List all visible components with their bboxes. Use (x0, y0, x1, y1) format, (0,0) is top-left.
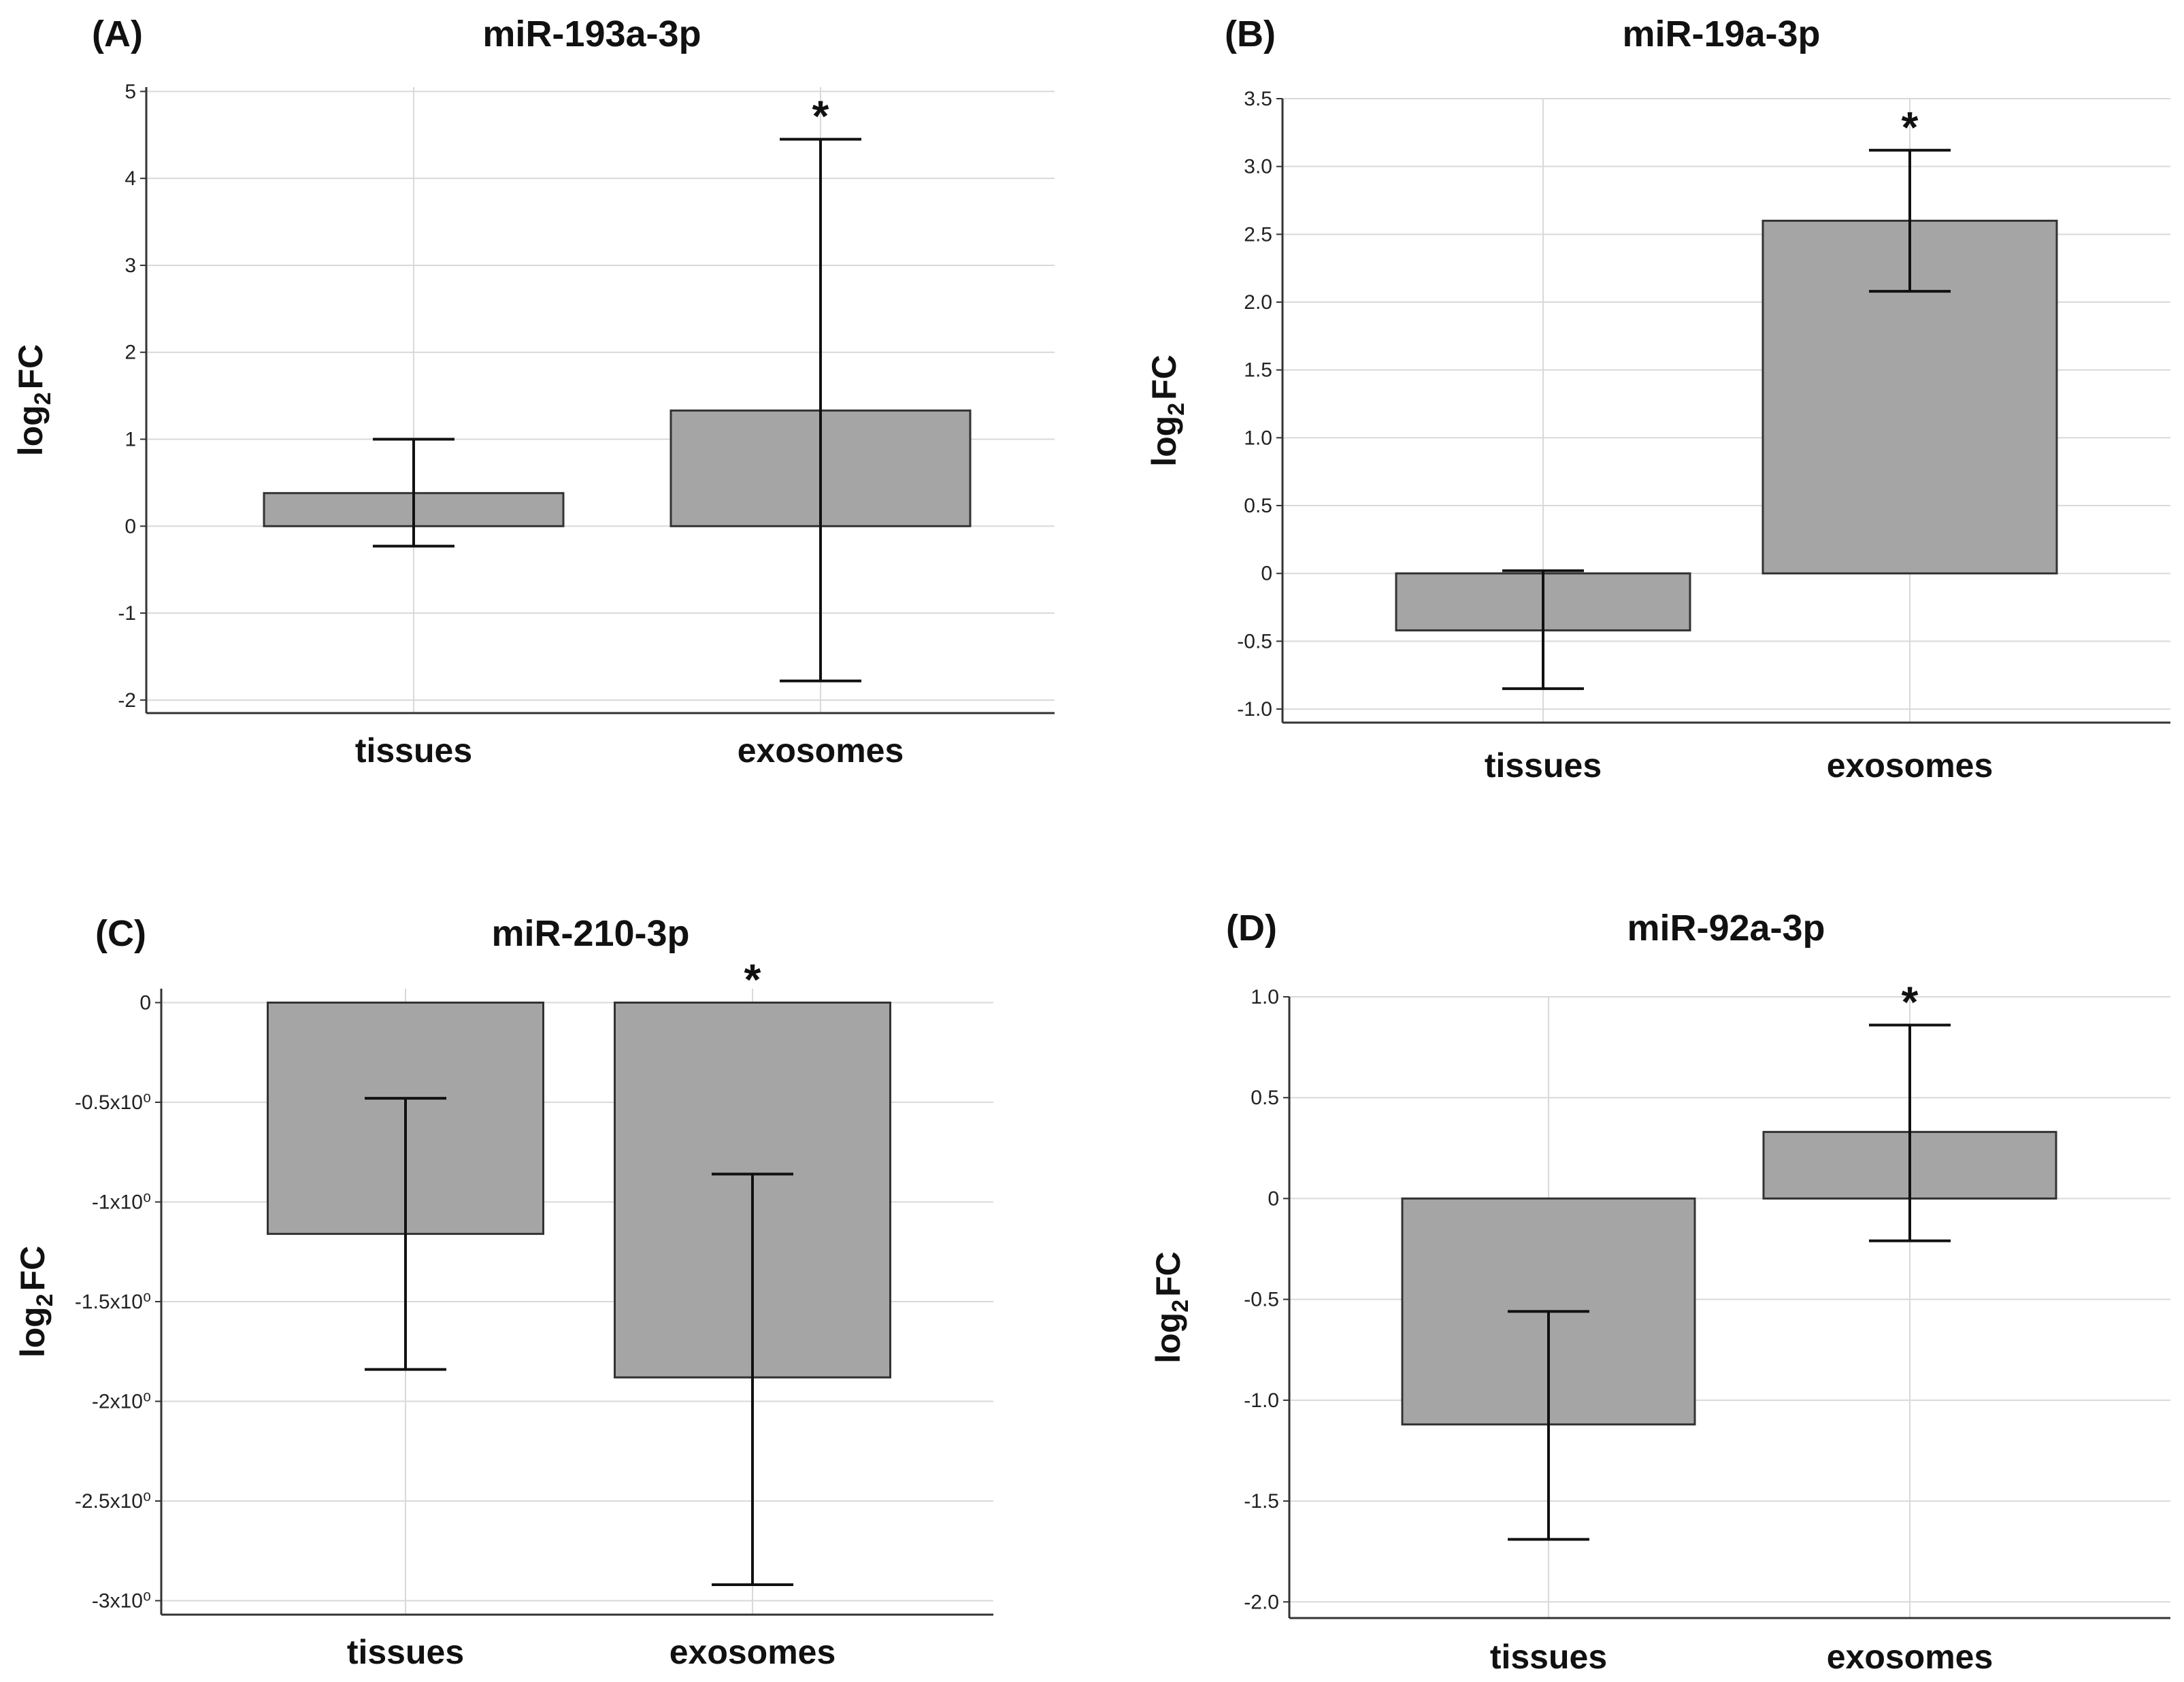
y-axis-label: log2FC (12, 344, 56, 457)
panel-label: (A) (92, 14, 143, 54)
y-tick-label: -2x10⁰ (92, 1390, 151, 1413)
y-tick-label: 4 (125, 167, 136, 190)
y-tick-label: 0 (1268, 1187, 1279, 1210)
chart-title: miR-19a-3p (1622, 14, 1820, 54)
y-axis-label: log2FC (1145, 354, 1189, 467)
y-tick-label: -0.5 (1237, 630, 1272, 653)
y-tick-label: 0 (1261, 563, 1272, 585)
y-tick-label: -1x10⁰ (92, 1191, 151, 1214)
y-axis-label: log2FC (14, 1246, 58, 1358)
significance-marker: * (744, 955, 761, 1004)
significance-marker: * (812, 92, 829, 141)
y-tick-label: -3x10⁰ (92, 1589, 151, 1612)
y-tick-label: 1.5 (1244, 359, 1272, 382)
y-axis-label: log2FC (1149, 1251, 1193, 1364)
y-tick-label: 1 (125, 429, 136, 451)
category-label: exosomes (1827, 1638, 1993, 1676)
panel-label: (D) (1226, 908, 1277, 949)
y-tick-label: -1.5 (1244, 1490, 1279, 1513)
y-tick-label: -2.0 (1244, 1591, 1279, 1613)
y-tick-label: 0 (125, 515, 136, 538)
y-tick-label: 0.5 (1244, 495, 1272, 517)
y-tick-label: 2.5 (1244, 223, 1272, 246)
panel-1: -2 -1 0 1 2 3 4 5 tissues * exosomes (A) miR-193a-3p… (12, 14, 1055, 770)
y-tick-label: 2 (125, 342, 136, 364)
category-label: tissues (1485, 746, 1602, 785)
y-tick-label: -1 (118, 602, 136, 625)
panel-3: -3x10⁰ -2.5x10⁰ -2x10⁰ -1.5x10⁰ -1x10⁰ -0.5x1… (14, 913, 993, 1671)
y-tick-label: -1.5x10⁰ (75, 1291, 151, 1313)
category-label: tissues (347, 1633, 464, 1671)
chart-title: miR-210-3p (491, 913, 689, 954)
y-tick-label: 1.0 (1251, 986, 1279, 1008)
y-tick-label: 1.0 (1244, 427, 1272, 449)
category-label: tissues (1490, 1638, 1607, 1676)
y-tick-label: -2 (118, 689, 136, 712)
chart-title: miR-92a-3p (1627, 908, 1825, 949)
y-tick-label: 0 (139, 992, 151, 1015)
significance-marker: * (1902, 978, 1919, 1027)
y-tick-label: 0.5 (1251, 1087, 1279, 1109)
panel-label: (B) (1225, 14, 1276, 54)
category-label: exosomes (669, 1633, 836, 1671)
panel-4: -2.0 -1.5 -1.0 -0.5 0 0.5 1.0 tissues * exosomes (… (1149, 908, 2170, 1676)
y-tick-label: -2.5x10⁰ (75, 1490, 151, 1513)
y-tick-label: 3 (125, 254, 136, 277)
category-label: exosomes (1827, 746, 1993, 785)
y-tick-label: -0.5 (1244, 1289, 1279, 1311)
y-tick-label: -0.5x10⁰ (75, 1091, 151, 1114)
y-tick-label: -1.0 (1237, 698, 1272, 721)
y-tick-label: 3.0 (1244, 156, 1272, 178)
panel-2: -1.0 -0.5 0 0.5 1.0 1.5 2.0 2.5 3.0 3.5 tissues * ex… (1145, 14, 2170, 785)
y-tick-label: 2.0 (1244, 291, 1272, 314)
panel-label: (C) (95, 913, 146, 954)
category-label: exosomes (738, 731, 904, 770)
chart-title: miR-193a-3p (482, 14, 701, 54)
y-tick-label: -1.0 (1244, 1389, 1279, 1412)
significance-marker: * (1902, 103, 1919, 152)
category-label: tissues (355, 731, 472, 770)
y-tick-label: 3.5 (1244, 88, 1272, 110)
y-tick-label: 5 (125, 80, 136, 103)
